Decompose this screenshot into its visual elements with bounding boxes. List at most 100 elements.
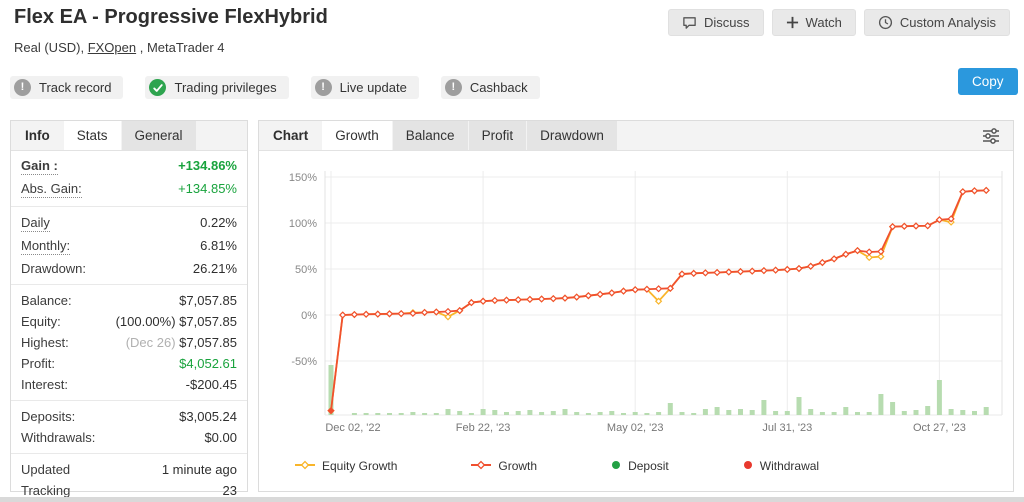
stat-value: (Dec 26) $7,057.85 <box>125 335 237 350</box>
data-point-marker <box>947 215 955 223</box>
deposit-bar <box>890 402 896 415</box>
data-point-marker <box>444 307 452 316</box>
stat-label[interactable]: Monthly: <box>21 238 71 255</box>
platform: , MetaTrader 4 <box>136 40 225 55</box>
chart-panel-title: Chart <box>273 128 309 143</box>
data-point-marker <box>865 253 873 262</box>
stat-row-highest: Highest: (Dec 26) $7,057.85 <box>11 332 247 353</box>
legend-equity-growth[interactable]: Equity Growth <box>295 459 397 473</box>
tab-drawdown[interactable]: Drawdown <box>527 121 617 150</box>
deposit-bar <box>574 412 580 415</box>
stat-label: Withdrawals: <box>21 430 96 445</box>
stat-label: Deposits: <box>21 409 76 424</box>
badge-live-update[interactable]: ! Live update <box>310 76 419 99</box>
stat-label[interactable]: Gain : <box>21 158 58 175</box>
stat-value: 26.21% <box>192 261 237 276</box>
deposit-bar <box>960 410 966 415</box>
stat-row-absgain: Abs. Gain: +134.85% <box>11 178 247 201</box>
stat-value: $7,057.85 <box>179 293 237 308</box>
badge-trading-privileges[interactable]: Trading privileges <box>145 76 289 99</box>
badge-track-record[interactable]: ! Track record <box>10 76 124 99</box>
discuss-button[interactable]: Discuss <box>668 9 764 36</box>
data-point-marker <box>701 269 710 277</box>
exclamation-icon: ! <box>14 79 31 96</box>
info-panel-title: Info <box>25 128 50 143</box>
growth-chart[interactable]: 150% 100% 50% 0% -50% Dec 02, '22 Feb 22, '23 M… <box>267 157 1007 462</box>
data-point-marker <box>362 310 370 318</box>
tab-stats[interactable]: Stats <box>63 121 121 150</box>
watch-button[interactable]: Watch <box>771 9 856 36</box>
data-point-marker <box>561 294 569 302</box>
stat-label[interactable]: Abs. Gain: <box>21 181 82 198</box>
exclamation-icon: ! <box>314 79 332 96</box>
deposit-bar <box>855 412 860 415</box>
data-point-marker <box>584 292 593 300</box>
deposit-bar <box>773 411 779 415</box>
stat-value: 1 minute ago <box>161 462 237 477</box>
chart-legend: Equity Growth Growth Deposit Withdrawal <box>295 459 819 473</box>
stat-row-withdrawals: Withdrawals: $0.00 <box>11 427 247 448</box>
chat-icon <box>682 15 697 30</box>
stat-row-equity: Equity: (100.00%) $7,057.85 <box>11 311 247 332</box>
exclamation-icon: ! <box>444 79 462 96</box>
broker-link[interactable]: FXOpen <box>87 40 137 55</box>
tab-general[interactable]: General <box>121 121 196 150</box>
deposit-bar <box>398 413 404 415</box>
data-point-marker <box>654 297 663 305</box>
stats-rows: Gain : +134.86% Abs. Gain: +134.85% Daily 0.2… <box>11 151 247 501</box>
legend-withdrawal[interactable]: Withdrawal <box>743 459 819 473</box>
deposit-bar <box>878 394 884 415</box>
deposit-bar <box>492 410 498 415</box>
custom-analysis-button[interactable]: Custom Analysis <box>863 9 1010 36</box>
copy-button[interactable]: Copy <box>958 68 1018 95</box>
deposit-bar <box>527 410 533 415</box>
stat-row-profit: Profit: $4,052.61 <box>11 353 247 374</box>
header-actions: Discuss Watch Custom Analysis <box>668 9 1010 36</box>
data-point-marker <box>771 266 780 274</box>
verification-badges: ! Track record Trading privileges ! Live upd… <box>10 76 540 99</box>
deposit-bar <box>656 412 662 415</box>
badge-cashback[interactable]: ! Cashback <box>440 76 540 99</box>
data-point-marker <box>432 308 440 316</box>
watch-label: Watch <box>805 15 842 30</box>
stat-value: 0.22% <box>200 215 237 230</box>
deposit-bar <box>504 412 509 415</box>
custom-analysis-label: Custom Analysis <box>899 15 996 30</box>
data-point-marker <box>537 295 546 303</box>
stat-label[interactable]: Daily <box>21 215 50 232</box>
info-panel: Info Stats General Gain : +134.86% Abs. Gai… <box>10 120 248 498</box>
legend-growth[interactable]: Growth <box>471 459 537 473</box>
data-point-marker <box>409 309 417 317</box>
stat-value: 23 <box>222 483 237 498</box>
stat-label: Drawdown: <box>21 261 87 276</box>
deposit-bar <box>796 397 802 415</box>
chart-settings-icon[interactable] <box>981 126 1001 149</box>
x-axis-tick: Jul 31, '23 <box>762 422 812 434</box>
tab-growth[interactable]: Growth <box>322 121 392 150</box>
tab-balance[interactable]: Balance <box>392 121 468 150</box>
y-axis-tick: -50% <box>291 356 317 368</box>
legend-label: Growth <box>498 459 538 473</box>
data-point-marker <box>502 296 511 304</box>
stat-row-deposits: Deposits: $3,005.24 <box>11 406 247 427</box>
data-point-marker <box>549 294 557 303</box>
deposit-bar <box>457 411 463 415</box>
tab-profit[interactable]: Profit <box>468 121 527 150</box>
stat-value: +134.85% <box>178 181 237 196</box>
data-point-marker <box>596 290 604 298</box>
deposit-bar <box>422 413 428 415</box>
plus-icon <box>786 16 799 29</box>
deposit-bar <box>597 412 603 415</box>
data-point-marker <box>420 308 429 317</box>
data-point-marker <box>924 222 932 230</box>
legend-deposit[interactable]: Deposit <box>611 459 669 473</box>
data-point-marker <box>619 287 628 295</box>
stat-row-daily: Daily 0.22% <box>11 212 247 235</box>
data-point-marker <box>385 310 394 318</box>
page-title: Flex EA - Progressive FlexHybrid <box>14 6 328 28</box>
page-divider <box>0 497 1024 502</box>
deposit-bar <box>363 413 369 415</box>
stat-value: -$200.45 <box>185 377 237 392</box>
data-point-marker <box>842 250 850 258</box>
data-point-marker <box>479 297 487 305</box>
